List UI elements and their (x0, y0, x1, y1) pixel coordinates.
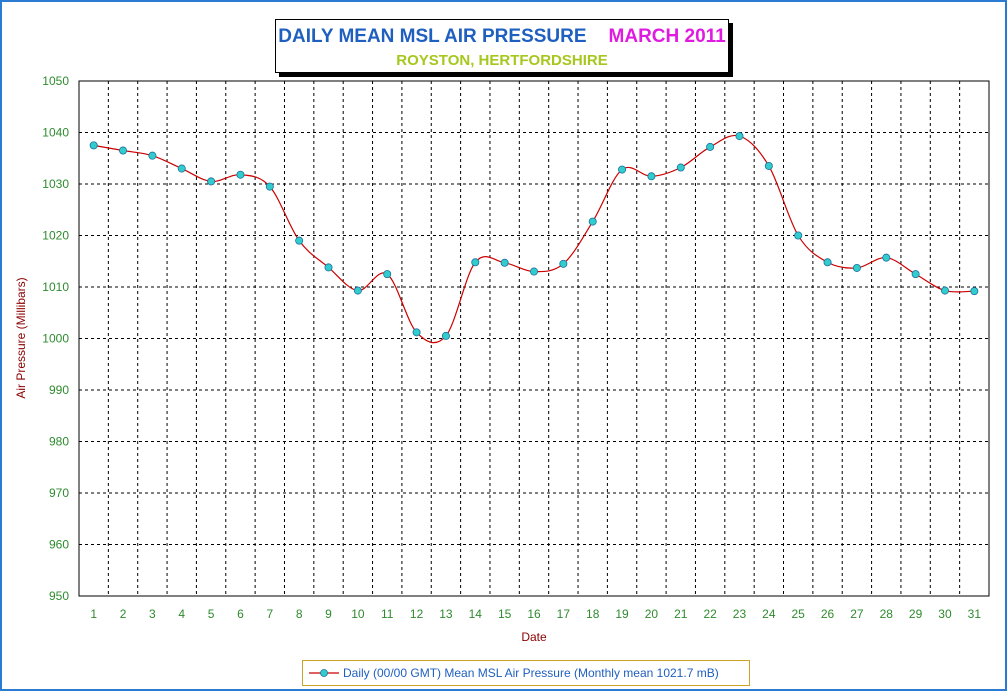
data-point (177, 164, 186, 173)
x-tick-label: 2 (120, 607, 127, 621)
data-point (823, 258, 832, 267)
data-point (236, 170, 245, 179)
x-tick-label: 14 (469, 607, 483, 621)
chart-subtitle: ROYSTON, HERTFORDSHIRE (396, 52, 608, 69)
data-point (852, 263, 861, 272)
x-tick-label: 24 (762, 607, 776, 621)
x-tick-label: 29 (909, 607, 923, 621)
x-tick-label: 7 (266, 607, 273, 621)
x-tick-label: 26 (821, 607, 835, 621)
data-point (89, 141, 98, 150)
x-tick-label: 12 (410, 607, 424, 621)
chart-title-box: DAILY MEAN MSL AIR PRESSURE MARCH 2011 RO… (275, 19, 729, 73)
x-tick-label: 19 (615, 607, 629, 621)
x-axis-title: Date (521, 630, 547, 644)
x-tick-label: 13 (439, 607, 453, 621)
data-point (911, 270, 920, 279)
x-tick-label: 16 (527, 607, 541, 621)
y-tick-label: 970 (49, 486, 69, 500)
y-tick-label: 1040 (42, 126, 69, 140)
data-point (148, 151, 157, 160)
x-tick-label: 21 (674, 607, 688, 621)
data-point (324, 263, 333, 272)
x-tick-label: 6 (237, 607, 244, 621)
y-tick-label: 960 (49, 538, 69, 552)
x-tick-label: 5 (208, 607, 215, 621)
x-tick-label: 1 (90, 607, 97, 621)
chart-title: DAILY MEAN MSL AIR PRESSURE (278, 26, 587, 47)
x-tick-label: 18 (586, 607, 600, 621)
x-tick-label: 31 (968, 607, 982, 621)
series-markers (89, 132, 979, 340)
x-tick-label: 22 (703, 607, 717, 621)
x-tick-label: 4 (178, 607, 185, 621)
data-point (530, 267, 539, 276)
x-tick-label: 15 (498, 607, 512, 621)
y-tick-label: 1030 (42, 177, 69, 191)
x-tick-label: 3 (149, 607, 156, 621)
data-point (676, 163, 685, 172)
x-tick-label: 20 (645, 607, 659, 621)
data-point (940, 286, 949, 295)
y-tick-label: 1020 (42, 229, 69, 243)
data-point (412, 328, 421, 337)
data-point (618, 165, 627, 174)
legend-swatch (309, 669, 339, 677)
data-point (441, 331, 450, 340)
data-point (265, 182, 274, 191)
x-tick-label: 30 (938, 607, 952, 621)
legend: Daily (00/00 GMT) Mean MSL Air Pressure … (302, 660, 750, 686)
data-point (882, 253, 891, 262)
plot-area (78, 80, 990, 597)
data-point (471, 258, 480, 267)
data-point (764, 161, 773, 170)
data-point (735, 132, 744, 141)
chart-title-month: MARCH 2011 (608, 26, 726, 47)
data-point (295, 236, 304, 245)
y-tick-label: 1010 (42, 280, 69, 294)
data-point (500, 258, 509, 267)
data-point (794, 231, 803, 240)
data-point (353, 286, 362, 295)
y-tick-label: 1050 (42, 74, 69, 88)
x-tick-label: 11 (381, 607, 394, 621)
x-tick-label: 9 (325, 607, 332, 621)
data-point (119, 146, 128, 155)
data-point (647, 172, 656, 181)
x-tick-labels: 1 2 3 4 5 6 7 8 9 10 11 12 13 14 15 16 17 18 19 20 21 22 23 24 2… (90, 607, 981, 621)
y-tick-label: 980 (49, 435, 69, 449)
y-tick-label: 990 (49, 383, 69, 397)
x-tick-label: 25 (792, 607, 806, 621)
data-point (207, 177, 216, 186)
data-point (706, 142, 715, 151)
x-tick-label: 23 (733, 607, 747, 621)
grid-layer (79, 81, 989, 596)
y-axis-title: Air Pressure (Millibars) (14, 277, 28, 398)
legend-label: Daily (00/00 GMT) Mean MSL Air Pressure … (343, 666, 719, 680)
data-point (970, 287, 979, 296)
x-tick-label: 28 (880, 607, 894, 621)
data-point (559, 259, 568, 268)
x-tick-label: 10 (351, 607, 365, 621)
x-tick-label: 27 (850, 607, 864, 621)
y-tick-label: 950 (49, 589, 69, 603)
x-tick-label: 17 (557, 607, 571, 621)
data-point (383, 270, 392, 279)
data-point (588, 217, 597, 226)
y-tick-label: 1000 (42, 332, 69, 346)
y-tick-labels: 950 960 970 980 990 1000 1010 1020 1030 1040 1050 (42, 74, 69, 603)
x-tick-label: 8 (296, 607, 303, 621)
